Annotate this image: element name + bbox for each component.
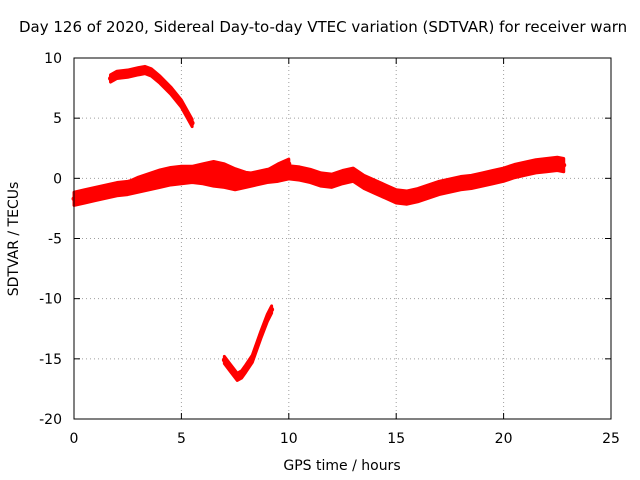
data-point [221,166,227,172]
data-point [108,75,114,81]
data-point [228,365,234,371]
data-point [221,357,227,363]
data-point [200,174,206,180]
data-point [232,171,238,177]
data-point [275,166,281,172]
data-point [243,174,249,180]
data-series [71,64,567,382]
x-tick-label: 25 [602,431,620,447]
data-point [415,192,421,198]
series-band [222,304,274,382]
series-upper-arc [108,64,195,129]
data-point [382,189,388,195]
data-point [269,306,275,312]
x-tick-label: 0 [70,431,79,447]
data-point [372,184,378,190]
data-point [135,68,141,74]
y-tick-label: 5 [53,111,62,127]
data-point [239,371,245,377]
x-tick-label: 15 [387,431,405,447]
x-tick-label: 20 [495,431,513,447]
y-tick-label: -15 [39,352,62,368]
data-point [501,172,507,178]
data-point [318,177,324,183]
data-point [178,168,184,174]
data-point [243,365,249,371]
data-point [561,162,567,168]
data-point [157,172,163,178]
data-point [264,172,270,178]
data-point [189,168,195,174]
tick-marks [73,57,612,420]
data-point [168,169,174,175]
data-point [264,315,270,321]
data-point [340,174,345,180]
y-tick-label: 10 [44,51,62,67]
data-point [114,72,120,78]
y-axis-label: SDTVAR / TECUs [6,182,22,297]
data-point [258,332,264,338]
data-point [522,166,528,172]
y-tick-label: -5 [48,232,62,248]
data-point [533,163,539,169]
data-point [157,77,163,83]
data-point [350,172,356,178]
x-tick-labels: 0 5 10 15 20 25 [70,431,620,447]
gridlines [74,58,611,419]
data-point [200,166,206,172]
data-point [234,374,240,380]
data-point [490,174,496,180]
data-point [211,177,217,183]
data-point [114,186,120,192]
data-point [425,189,431,195]
data-point [189,120,195,126]
data-point [286,161,292,167]
x-tick-label: 10 [280,431,298,447]
data-point [286,169,292,175]
data-point [211,163,217,169]
data-point [361,179,367,185]
data-point [168,87,174,93]
data-point [249,356,255,362]
data-point [479,177,485,183]
data-point [297,171,303,177]
data-point [458,180,464,186]
data-point [468,179,474,185]
data-point [125,184,131,190]
data-point [254,175,260,181]
data-point [82,193,88,199]
series-secondary-band [125,157,292,194]
data-point [307,173,313,179]
data-point [178,101,184,107]
data-point [554,161,560,167]
series-band [109,64,194,129]
data-point [221,178,227,184]
data-point [436,185,442,191]
data-point [148,69,154,75]
data-point [135,179,141,185]
y-tick-label: -10 [39,292,62,308]
chart-title: Day 126 of 2020, Sidereal Day-to-day VTE… [19,18,628,36]
data-point [103,189,109,195]
data-point [544,162,550,168]
series-lower-arc [221,304,275,382]
data-point [447,183,453,189]
data-point [142,67,148,73]
data-point [146,175,152,181]
y-tick-labels: -20 -15 -10 -5 0 5 10 [39,51,62,428]
data-point [232,180,238,186]
x-tick-label: 5 [177,431,186,447]
data-point [404,195,410,201]
data-point [393,193,399,199]
x-axis-label: GPS time / hours [283,458,400,474]
data-point [92,191,98,197]
data-point [125,71,131,77]
y-tick-label: -20 [39,412,62,428]
y-tick-label: 0 [53,171,62,187]
data-point [329,178,335,184]
data-point [511,168,517,174]
